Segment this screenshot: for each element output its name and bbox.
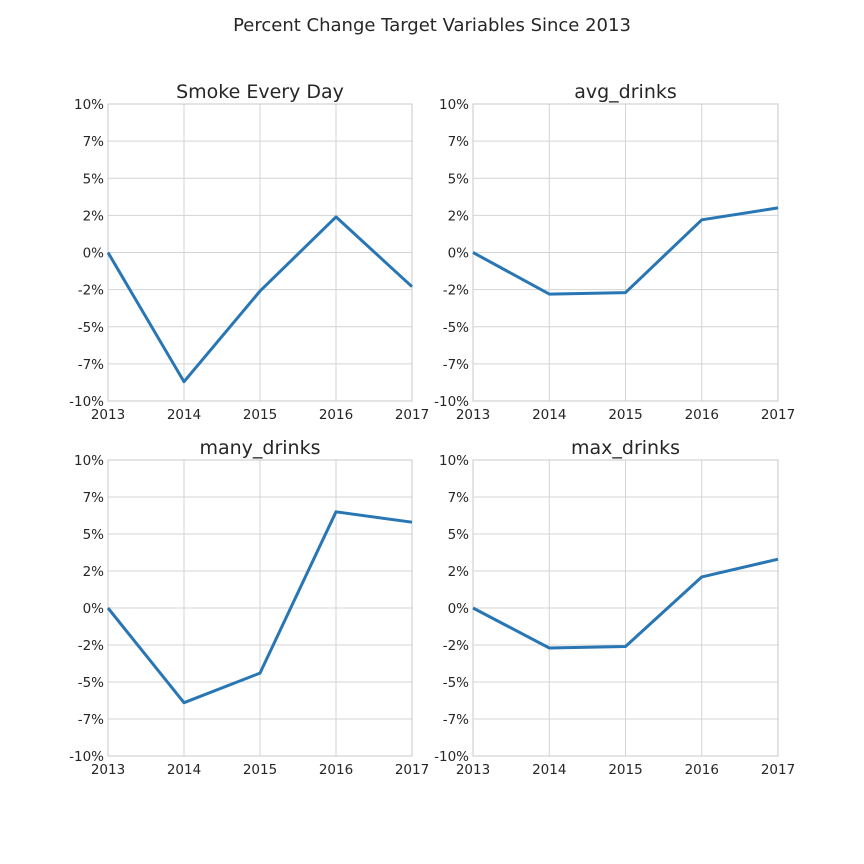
x-tick-label: 2017 xyxy=(395,407,429,423)
y-tick-label: -7% xyxy=(443,712,469,728)
x-tick-label: 2017 xyxy=(395,762,429,778)
data-point xyxy=(335,215,338,218)
series-line xyxy=(106,510,413,705)
y-tick-label: 2% xyxy=(83,564,105,580)
y-tick-label: 5% xyxy=(83,171,105,187)
x-tick-label: 2014 xyxy=(167,407,201,423)
y-tick-label: 10% xyxy=(439,97,469,113)
y-tick-label: -5% xyxy=(78,675,104,691)
data-point xyxy=(624,645,627,648)
y-tick-label: -7% xyxy=(443,357,469,373)
y-tick-label: 10% xyxy=(74,453,104,469)
y-tick-label: -2% xyxy=(443,638,469,654)
data-point xyxy=(624,291,627,294)
subplots-grid: 10%7%5%2%0%-2%-5%-7%-10%2013 2014 2015 2016… xyxy=(69,81,795,778)
x-tick-label: 2017 xyxy=(761,762,795,778)
data-point xyxy=(183,701,186,704)
y-tick-label: 10% xyxy=(74,97,104,113)
data-point xyxy=(183,380,186,383)
subplot-title: many_drinks xyxy=(199,437,320,459)
y-tick-label: 2% xyxy=(448,208,470,224)
y-tick-label: 2% xyxy=(448,564,470,580)
series-line xyxy=(106,215,414,384)
data-point xyxy=(472,251,475,254)
x-tick-label: 2017 xyxy=(761,407,795,423)
data-point xyxy=(472,607,475,610)
y-tick-label: 5% xyxy=(83,527,105,543)
data-point xyxy=(107,251,110,254)
x-tick-label: 2014 xyxy=(167,762,201,778)
data-point xyxy=(700,575,703,578)
y-tick-label: -10% xyxy=(434,394,469,410)
data-point xyxy=(700,218,703,221)
x-tick-label: 2016 xyxy=(685,407,719,423)
y-tick-label: 7% xyxy=(448,134,470,150)
y-tick-label: 0% xyxy=(448,246,470,262)
data-point xyxy=(259,290,262,293)
data-point xyxy=(777,558,780,561)
x-tick-label: 2015 xyxy=(243,407,277,423)
figure-title: Percent Change Target Variables Since 20… xyxy=(233,15,631,36)
x-tick-label: 2016 xyxy=(319,407,353,423)
x-tick-label: 2013 xyxy=(91,407,125,423)
x-tick-label: 2013 xyxy=(456,407,490,423)
y-tick-label: -10% xyxy=(69,394,104,410)
y-tick-label: 10% xyxy=(439,453,469,469)
x-tick-label: 2015 xyxy=(243,762,277,778)
y-tick-label: -5% xyxy=(443,320,469,336)
x-tick-label: 2013 xyxy=(91,762,125,778)
y-tick-label: -2% xyxy=(78,283,104,299)
data-point xyxy=(411,521,414,524)
y-tick-label: 0% xyxy=(83,601,105,617)
y-tick-label: -2% xyxy=(443,283,469,299)
data-point xyxy=(411,285,414,288)
y-tick-label: 7% xyxy=(83,490,105,506)
y-tick-label: 5% xyxy=(448,171,470,187)
data-point xyxy=(548,646,551,649)
data-point xyxy=(335,510,338,513)
series-line xyxy=(472,206,779,296)
y-tick-label: -10% xyxy=(434,749,469,765)
series-line xyxy=(472,557,779,650)
subplot-title: max_drinks xyxy=(571,437,680,459)
subplot-title: avg_drinks xyxy=(574,81,677,103)
data-point xyxy=(107,607,110,610)
x-tick-label: 2014 xyxy=(532,762,566,778)
y-tick-label: 7% xyxy=(448,490,470,506)
x-tick-label: 2015 xyxy=(608,407,642,423)
y-tick-label: -5% xyxy=(443,675,469,691)
y-tick-label: 7% xyxy=(83,134,105,150)
y-tick-label: -7% xyxy=(78,357,104,373)
data-point xyxy=(548,293,551,296)
y-tick-label: -2% xyxy=(78,638,104,654)
subplot-1: 10% 7% 5% 2% 0% -2% -5% -7% -10%2013 2014 2015 2016… xyxy=(69,81,429,423)
y-tick-label: 2% xyxy=(83,208,105,224)
y-tick-label: -5% xyxy=(78,320,104,336)
x-tick-label: 2014 xyxy=(532,407,566,423)
x-tick-label: 2016 xyxy=(685,762,719,778)
y-tick-label: -7% xyxy=(78,712,104,728)
y-tick-label: 5% xyxy=(448,527,470,543)
y-tick-label: 0% xyxy=(448,601,470,617)
y-tick-label: -10% xyxy=(69,749,104,765)
data-point xyxy=(777,206,780,209)
y-tick-label: 0% xyxy=(83,246,105,262)
x-tick-label: 2013 xyxy=(456,762,490,778)
x-tick-label: 2015 xyxy=(608,762,642,778)
x-tick-label: 2016 xyxy=(319,762,353,778)
subplot-title: Smoke Every Day xyxy=(176,81,344,103)
subplot-4: 10% 7% 5% 2% 0% -2% -5% -7% -10%2013 2014 2015 2016… xyxy=(434,437,795,778)
data-point xyxy=(259,672,262,675)
subplot-3: 10% 7% 5% 2% 0% -2% -5% -7% -10%2013 2014 2015 2016… xyxy=(69,437,429,778)
subplot-2: 10% 7% 5% 2% 0% -2% -5% -7% -10%2013 2014 2015 2016… xyxy=(434,81,795,423)
